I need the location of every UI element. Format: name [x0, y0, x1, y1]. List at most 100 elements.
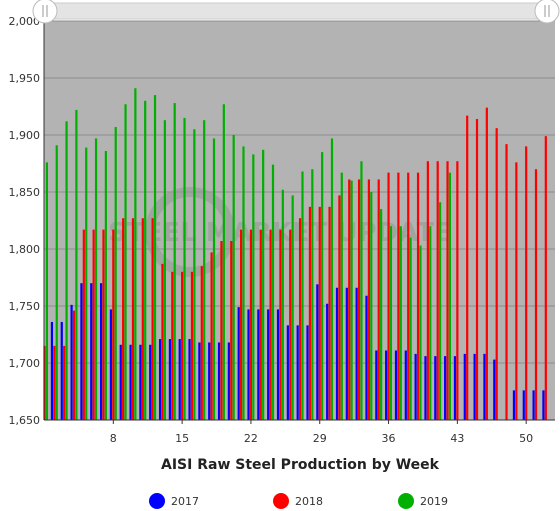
bar-2018-week-21[interactable]	[240, 229, 243, 420]
bar-2018-week-30[interactable]	[328, 206, 331, 420]
bar-2018-week-25[interactable]	[279, 229, 282, 420]
bar-2018-week-15[interactable]	[181, 271, 184, 420]
bar-2018-week-29[interactable]	[318, 206, 321, 420]
bar-2018-week-8[interactable]	[112, 229, 115, 420]
bar-2019-week-28[interactable]	[311, 169, 314, 420]
navigator-right-handle[interactable]	[534, 0, 560, 24]
bar-2017-week-10[interactable]	[129, 344, 132, 420]
bar-2018-week-40[interactable]	[426, 161, 429, 420]
bar-2019-week-39[interactable]	[419, 245, 422, 420]
bar-2017-week-7[interactable]	[99, 283, 103, 420]
bar-2018-week-18[interactable]	[210, 252, 213, 420]
bar-2019-week-42[interactable]	[448, 172, 452, 420]
bar-2018-week-26[interactable]	[289, 229, 292, 420]
bar-2017-week-29[interactable]	[316, 284, 319, 420]
bar-2019-week-23[interactable]	[262, 149, 265, 420]
bar-2019-week-41[interactable]	[439, 202, 442, 420]
bar-2019-week-10[interactable]	[134, 88, 137, 420]
bar-2019-week-26[interactable]	[291, 195, 294, 420]
bar-2019-week-6[interactable]	[94, 138, 98, 421]
bar-2019-week-11[interactable]	[144, 100, 147, 421]
bar-2017-week-3[interactable]	[60, 321, 63, 420]
bar-2017-week-14[interactable]	[168, 339, 171, 420]
bar-2019-week-15[interactable]	[183, 117, 186, 421]
bar-2019-week-36[interactable]	[389, 226, 393, 420]
bar-2019-week-14[interactable]	[173, 103, 176, 420]
bar-2017-week-9[interactable]	[119, 344, 122, 420]
bar-2018-week-43[interactable]	[456, 161, 459, 420]
bar-2018-week-4[interactable]	[72, 310, 76, 420]
bar-2019-week-24[interactable]	[271, 164, 275, 420]
bar-2018-week-34[interactable]	[367, 179, 370, 420]
bar-2017-week-21[interactable]	[237, 307, 240, 420]
bar-2017-week-15[interactable]	[178, 339, 181, 420]
bar-2018-week-13[interactable]	[161, 263, 164, 420]
bar-2019-week-17[interactable]	[203, 120, 206, 421]
bar-2018-week-44[interactable]	[466, 115, 469, 421]
bar-2017-week-30[interactable]	[326, 303, 329, 420]
bar-2019-week-34[interactable]	[370, 192, 373, 420]
bar-2017-week-49[interactable]	[512, 390, 516, 420]
bar-2018-week-50[interactable]	[525, 146, 528, 420]
bar-2018-week-45[interactable]	[475, 119, 479, 420]
bar-2019-week-29[interactable]	[321, 152, 324, 420]
bar-2017-week-20[interactable]	[227, 342, 230, 420]
bar-2018-week-38[interactable]	[407, 172, 410, 420]
bar-2017-week-46[interactable]	[483, 353, 486, 420]
bar-2018-week-16[interactable]	[190, 271, 194, 420]
bar-2019-week-40[interactable]	[429, 226, 432, 420]
bar-2017-week-5[interactable]	[80, 283, 83, 420]
bar-2018-week-24[interactable]	[269, 229, 272, 420]
bar-2018-week-48[interactable]	[505, 144, 508, 420]
bar-2018-week-49[interactable]	[515, 162, 518, 421]
bar-2017-week-41[interactable]	[434, 356, 437, 420]
bar-2019-week-8[interactable]	[114, 127, 117, 421]
bar-2017-week-11[interactable]	[139, 344, 142, 420]
bar-2018-week-6[interactable]	[92, 229, 95, 420]
bar-2018-week-28[interactable]	[308, 206, 312, 420]
bar-2019-week-21[interactable]	[242, 146, 245, 420]
bar-2018-week-23[interactable]	[259, 229, 262, 420]
bar-2019-week-9[interactable]	[124, 104, 127, 420]
bar-2018-week-5[interactable]	[82, 229, 85, 420]
bar-2019-week-13[interactable]	[163, 120, 166, 421]
bar-2019-week-3[interactable]	[65, 121, 68, 420]
bar-2018-week-32[interactable]	[348, 179, 351, 420]
bar-2019-week-7[interactable]	[104, 150, 107, 420]
bar-2017-week-13[interactable]	[158, 339, 162, 420]
bar-2018-week-19[interactable]	[220, 241, 223, 420]
bar-2017-week-2[interactable]	[50, 321, 54, 420]
bar-2018-week-52[interactable]	[544, 136, 547, 420]
bar-2019-week-2[interactable]	[55, 145, 58, 420]
bar-2018-week-36[interactable]	[387, 172, 390, 420]
bar-2017-week-38[interactable]	[404, 350, 407, 420]
bar-2017-week-25[interactable]	[276, 309, 280, 420]
bar-2017-week-16[interactable]	[188, 339, 191, 420]
legend-item-2018[interactable]: 2018	[273, 493, 323, 509]
bar-2019-week-4[interactable]	[75, 109, 78, 421]
legend-item-2019[interactable]: 2019	[398, 493, 448, 509]
bar-2017-week-8[interactable]	[109, 309, 113, 420]
bar-2017-week-12[interactable]	[149, 344, 152, 420]
bar-2019-week-37[interactable]	[399, 226, 402, 420]
bar-2019-week-32[interactable]	[350, 180, 353, 420]
bar-2018-week-2[interactable]	[53, 345, 56, 420]
bar-2018-week-47[interactable]	[495, 128, 498, 420]
navigator-left-handle[interactable]	[32, 0, 58, 24]
legend-item-2017[interactable]: 2017	[149, 493, 199, 509]
bar-2019-week-33[interactable]	[360, 161, 363, 420]
bar-2018-week-10[interactable]	[131, 218, 135, 420]
bar-2018-week-22[interactable]	[249, 229, 253, 420]
bar-2017-week-37[interactable]	[394, 350, 398, 420]
bar-2017-week-26[interactable]	[286, 325, 289, 420]
bar-2018-week-12[interactable]	[151, 218, 154, 420]
bar-2019-week-18[interactable]	[212, 138, 216, 421]
bar-2018-week-20[interactable]	[230, 241, 233, 420]
bar-2018-week-9[interactable]	[122, 218, 125, 420]
bar-2017-week-27[interactable]	[296, 325, 299, 420]
bar-2017-week-43[interactable]	[453, 356, 457, 420]
bar-2019-week-35[interactable]	[380, 209, 383, 420]
bar-2018-week-33[interactable]	[357, 179, 361, 420]
bar-2017-week-44[interactable]	[463, 353, 466, 420]
bar-2018-week-14[interactable]	[171, 271, 174, 420]
